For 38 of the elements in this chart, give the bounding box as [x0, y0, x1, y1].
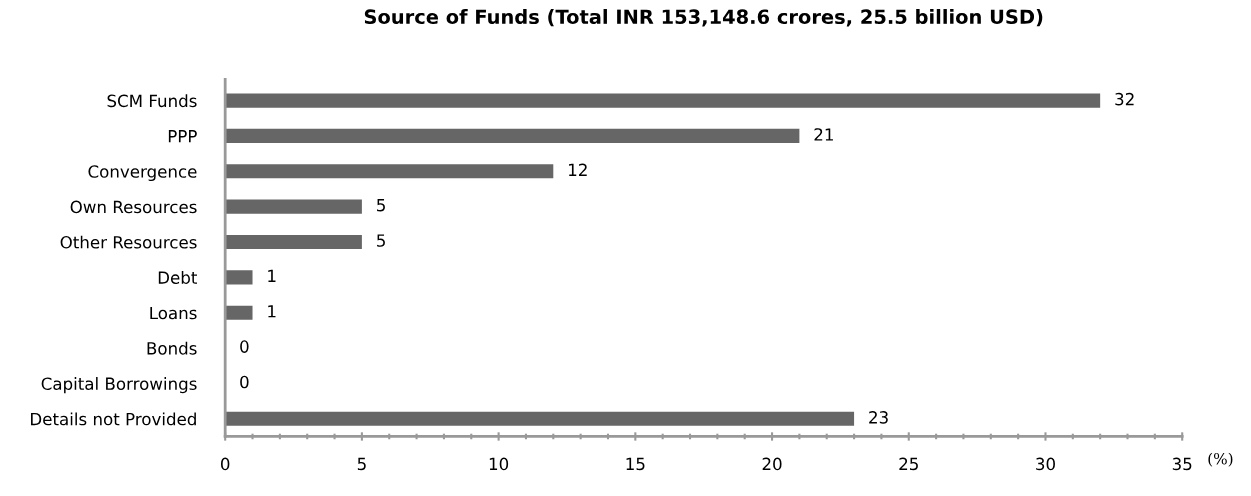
- y-tick-label: Bonds: [147, 341, 197, 355]
- data-label: 0: [240, 340, 249, 353]
- bar: [225, 93, 1101, 108]
- x-tick-label: 15: [626, 457, 645, 471]
- data-label: 12: [569, 163, 587, 176]
- x-axis-title: (%): [1208, 452, 1233, 467]
- x-tick-label: 5: [357, 457, 366, 471]
- bar: [225, 270, 253, 285]
- y-tick-label: PPP: [168, 130, 197, 143]
- data-label: 32: [1115, 92, 1134, 106]
- bar: [225, 164, 554, 179]
- y-tick-label: SCM Funds: [107, 94, 197, 108]
- data-label: 1: [268, 305, 276, 318]
- x-tick-label: 35: [1172, 457, 1192, 471]
- bar: [225, 411, 855, 426]
- x-tick-label: 30: [1036, 457, 1055, 471]
- bar: [225, 199, 362, 214]
- data-label: 1: [268, 269, 276, 282]
- x-tick-label: 20: [762, 457, 782, 471]
- data-label: 5: [377, 234, 385, 247]
- y-tick-label: Own Resources: [70, 200, 197, 214]
- y-tick-label: Capital Borrowings: [41, 377, 197, 394]
- x-tick-label: 25: [899, 457, 918, 471]
- data-label: 0: [240, 375, 249, 389]
- data-label: 5: [377, 199, 385, 212]
- y-tick-label: Details not Provided: [31, 412, 196, 426]
- x-tick-label: 0: [220, 457, 230, 471]
- x-tick-label: 10: [489, 457, 509, 471]
- bar: [225, 305, 253, 320]
- data-label: 23: [869, 411, 888, 424]
- bar: [225, 128, 800, 144]
- chart-title: Source of Funds (Total INR 153,148.6 crores, 25.5 billion USD): [364, 9, 1043, 27]
- data-label: 21: [814, 128, 833, 141]
- y-tick-label: Convergence: [88, 165, 197, 182]
- y-tick-label: Loans: [150, 306, 197, 320]
- y-tick-label: Other Resources: [60, 235, 197, 249]
- bar: [225, 234, 362, 250]
- y-tick-label: Debt: [158, 271, 197, 284]
